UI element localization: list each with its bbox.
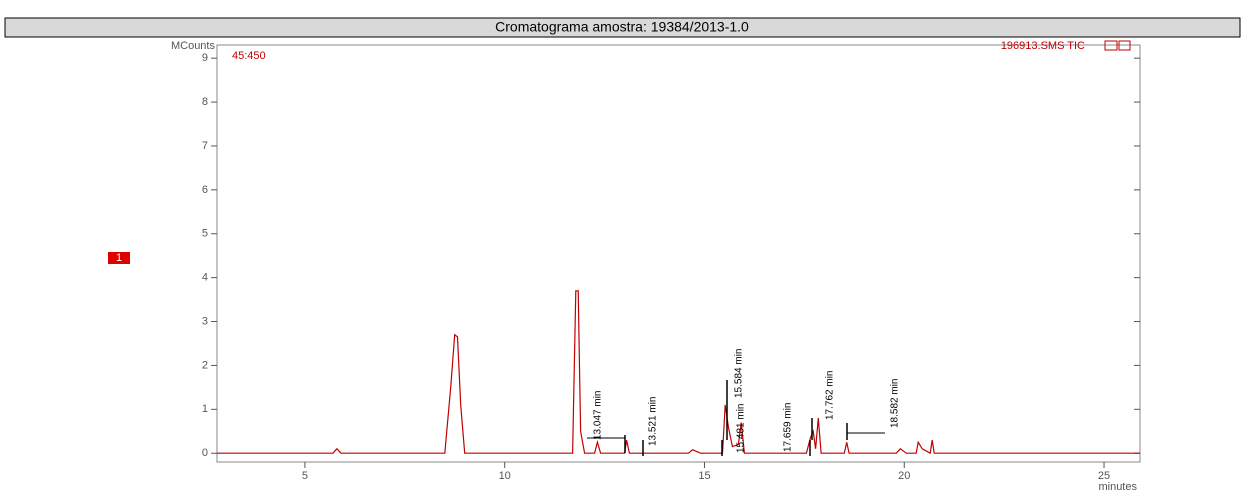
trace-name: 196913.SMS TIC [1001, 40, 1085, 52]
y-tick-label: 3 [202, 315, 208, 327]
y-tick-label: 1 [202, 403, 208, 415]
y-tick-label: 0 [202, 447, 208, 459]
y-tick-label: 4 [202, 272, 208, 284]
header-bar [4, 17, 1241, 38]
close-icon [1118, 40, 1131, 51]
y-tick-label: 6 [202, 184, 208, 196]
x-tick-label: 25 [1098, 470, 1110, 482]
trace [217, 290, 1140, 455]
x-axis-label: minutes [1098, 481, 1137, 493]
header-title: Cromatograma amostra: 19384/2013-1.0 [495, 19, 749, 35]
peak-label: 17.659 min [783, 403, 794, 452]
peak-label: 18.582 min [890, 379, 901, 428]
peak-label: 13.047 min [593, 391, 604, 440]
peak-label: 17.762 min [825, 371, 836, 420]
x-tick-label: 15 [698, 470, 710, 482]
annotation: 45:450 [232, 50, 266, 62]
x-tick-label: 10 [499, 470, 511, 482]
window-icon [1104, 40, 1118, 51]
y-axis-label: MCounts [171, 40, 216, 52]
y-tick-label: 8 [202, 96, 208, 108]
annotation: 1 [116, 252, 122, 264]
y-tick-label: 7 [202, 140, 208, 152]
x-tick-label: 5 [302, 470, 308, 482]
peak-label: 13.521 min [648, 397, 659, 446]
y-tick-label: 2 [202, 359, 208, 371]
y-tick-label: 5 [202, 228, 208, 240]
x-tick-label: 20 [898, 470, 910, 482]
marker-box [108, 252, 130, 264]
y-tick-label: 9 [202, 52, 208, 64]
peak-label: 15.481 min [736, 404, 747, 453]
peak-label: 15.584 min [734, 349, 745, 398]
plot-frame [216, 44, 1141, 463]
